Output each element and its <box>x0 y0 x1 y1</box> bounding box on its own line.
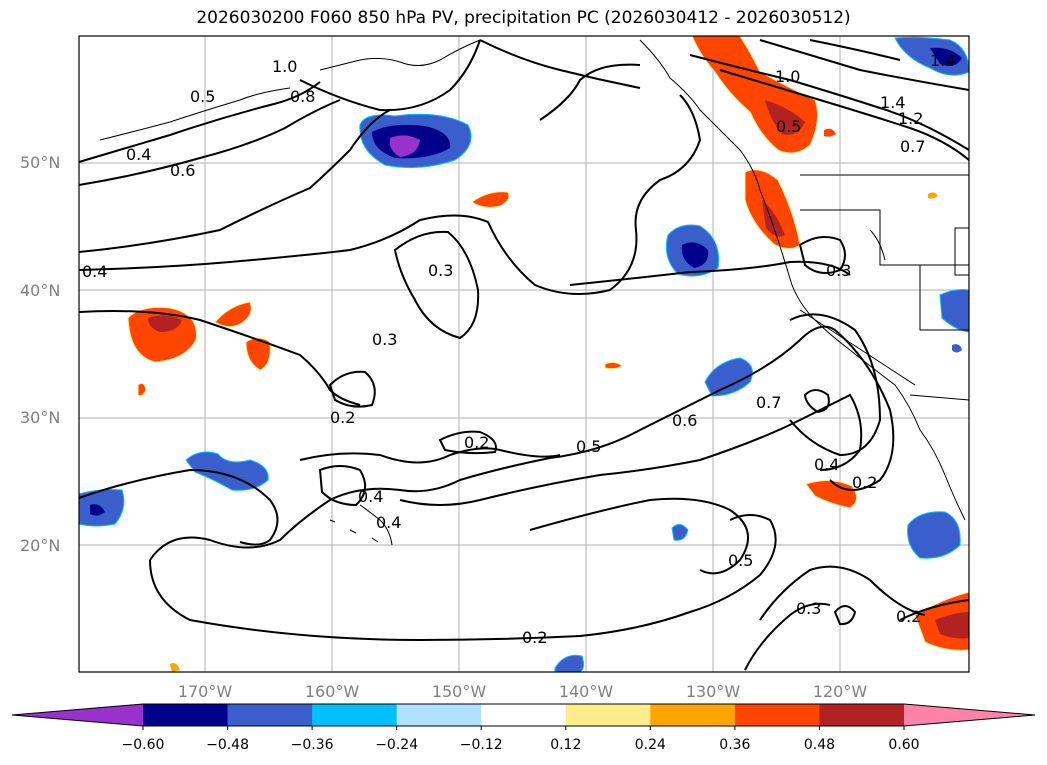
lon-label: 130°W <box>686 682 741 701</box>
contour-label: 0.6 <box>672 411 697 430</box>
contour-label: 0.4 <box>126 145 151 164</box>
contour-label: 0.4 <box>358 487 383 506</box>
colorbar-tick-label: 0.24 <box>635 737 666 753</box>
pv-contours <box>78 39 970 671</box>
contour-label: 0.5 <box>190 87 215 106</box>
lon-label: 120°W <box>813 682 868 701</box>
contour-label: 0.7 <box>900 137 925 156</box>
lat-label: 40°N <box>20 281 60 300</box>
contour-label: 0.2 <box>464 433 489 452</box>
colorbar-tick-label: 0.12 <box>550 737 581 753</box>
colorbar-tick-label: −0.48 <box>206 737 249 753</box>
contour-label: 0.2 <box>852 473 877 492</box>
contour-label: 0.2 <box>522 628 547 647</box>
contour-label: 0.3 <box>826 261 851 280</box>
colorbar-segment <box>227 704 313 726</box>
colorbar-segment <box>734 704 820 726</box>
colorbar-tick-label: −0.36 <box>291 737 334 753</box>
contour-label: 1.0 <box>775 67 800 86</box>
colorbar-tick-label: −0.60 <box>122 737 165 753</box>
lat-label: 50°N <box>20 153 60 172</box>
colorbar: −0.60 −0.48 −0.36 −0.24 −0.12 0.12 0.24 0.36 0.4… <box>11 703 1036 753</box>
contour-label: 0.3 <box>796 599 821 618</box>
contour-label: 1.2 <box>898 109 923 128</box>
precip-negative-blobs <box>78 36 970 673</box>
contour-label: 1.4 <box>930 51 955 70</box>
colorbar-tick-label: 0.36 <box>719 737 750 753</box>
contour-label: 0.3 <box>428 261 453 280</box>
contour-label: 0.6 <box>170 161 195 180</box>
contour-label: 0.7 <box>756 393 781 412</box>
contour-label: 0.4 <box>814 455 839 474</box>
lon-label: 140°W <box>559 682 614 701</box>
contour-label: 0.4 <box>376 513 401 532</box>
contour-label: 0.5 <box>576 437 601 456</box>
map-panel: 1.0 0.5 0.8 0.4 0.6 0.4 0.3 0.3 0.2 0.2 … <box>78 35 970 673</box>
contour-label: 1.0 <box>272 57 297 76</box>
contour-label: 0.3 <box>372 330 397 349</box>
contour-label: 1.4 <box>880 93 905 112</box>
lon-label: 160°W <box>305 682 360 701</box>
colorbar-segment <box>481 704 567 726</box>
gridlines <box>79 36 969 672</box>
lat-label: 20°N <box>20 536 60 555</box>
contour-label: 0.2 <box>896 607 921 626</box>
colorbar-tick-label: −0.24 <box>375 737 418 753</box>
colorbar-segment <box>396 704 482 726</box>
longitude-labels: 170°W 160°W 150°W 140°W 130°W 120°W <box>178 682 868 701</box>
lon-label: 150°W <box>432 682 487 701</box>
contour-label: 0.5 <box>728 551 753 570</box>
colorbar-segment <box>565 704 651 726</box>
map-frame <box>78 35 970 673</box>
coastlines <box>99 39 970 546</box>
latitude-labels: 50°N 40°N 30°N 20°N <box>20 153 60 555</box>
lon-label: 170°W <box>178 682 233 701</box>
contour-label: 0.5 <box>776 117 801 136</box>
colorbar-extend-max <box>904 704 1035 726</box>
colorbar-tick-label: −0.12 <box>460 737 503 753</box>
colorbar-tick-label: 0.60 <box>888 737 919 753</box>
colorbar-tick-label: 0.48 <box>804 737 835 753</box>
colorbar-segment <box>312 704 398 726</box>
map-title: 2026030200 F060 850 hPa PV, precipitatio… <box>196 8 851 28</box>
contour-labels: 1.0 0.5 0.8 0.4 0.6 0.4 0.3 0.3 0.2 0.2 … <box>82 51 955 647</box>
contour-label: 0.4 <box>82 262 107 281</box>
colorbar-segment <box>650 704 736 726</box>
contour-label: 0.8 <box>290 87 315 106</box>
colorbar-segment <box>819 704 905 726</box>
colorbar-extend-min <box>12 704 143 726</box>
contour-label: 0.2 <box>330 408 355 427</box>
lat-label: 30°N <box>20 408 60 427</box>
colorbar-segment <box>143 704 229 726</box>
